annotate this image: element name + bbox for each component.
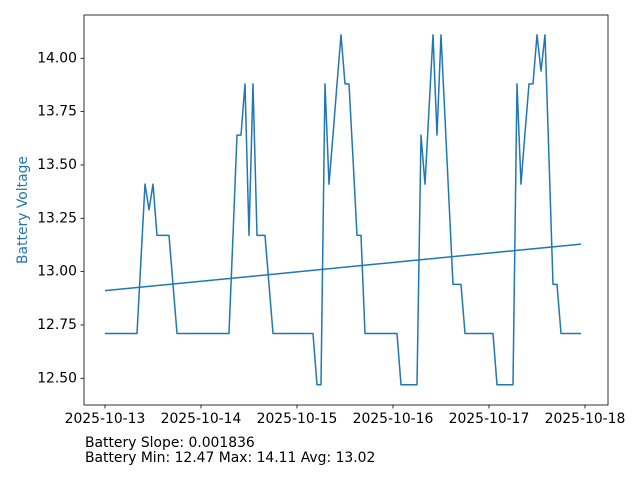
y-tick-label: 13.50 [37,157,77,173]
x-tick-label: 2025-10-17 [449,411,530,427]
plot-frame [83,14,609,406]
battery-voltage-line [105,34,581,386]
trend-line [104,243,582,292]
y-tick-label: 13.75 [37,104,77,120]
y-tick-label: 12.75 [37,317,77,333]
y-tick-label: 14.00 [37,50,77,66]
y-tick-label: 13.00 [37,264,77,280]
y-tick-label: 12.50 [37,370,77,386]
x-tick-label: 2025-10-14 [161,411,242,427]
x-tick-label: 2025-10-13 [65,411,146,427]
x-tick-label: 2025-10-16 [353,411,434,427]
x-tick-label: 2025-10-15 [257,411,338,427]
slope-annotation: Battery Slope: 0.001836 [85,435,255,451]
y-tick-label: 13.25 [37,210,77,226]
x-tick-label: 2025-10-18 [545,411,626,427]
stats-annotation: Battery Min: 12.47 Max: 14.11 Avg: 13.02 [85,450,375,466]
y-axis-ticks: 12.50 12.75 13.00 13.25 13.50 13.75 14.00 [37,50,84,386]
y-axis-label: Battery Voltage [15,156,31,264]
x-axis-ticks: 2025-10-13 2025-10-14 2025-10-15 2025-10-16… [65,405,626,427]
